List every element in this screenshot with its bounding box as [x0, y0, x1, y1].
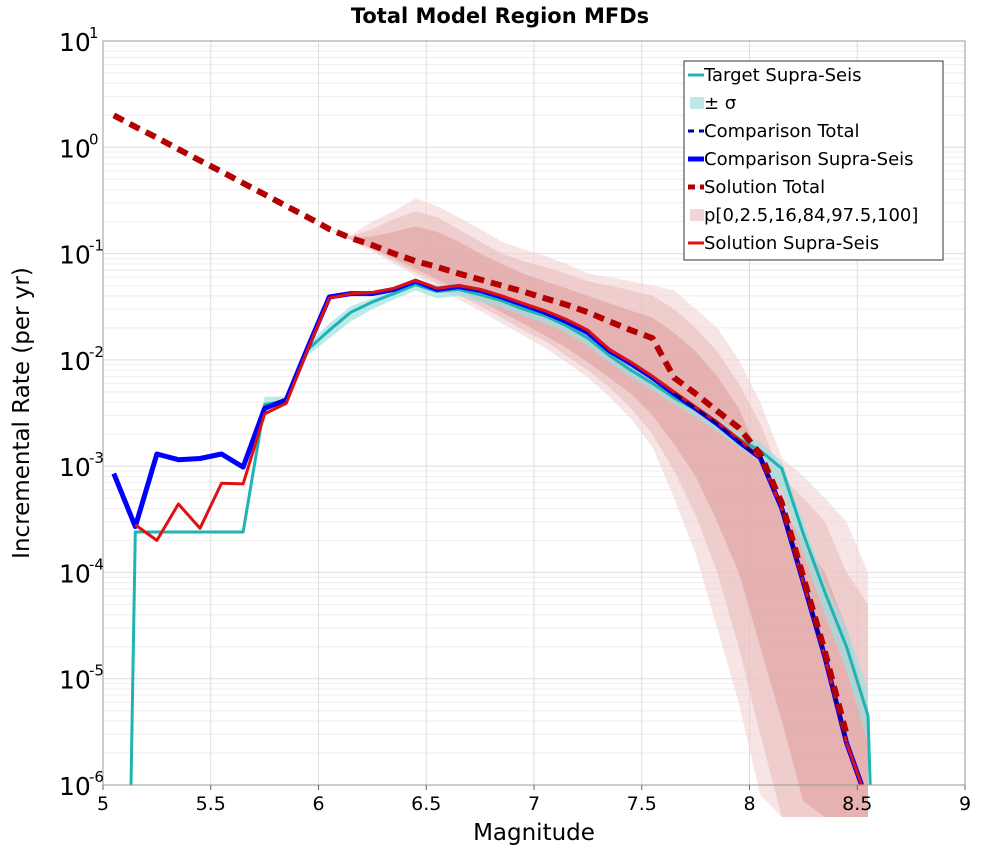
legend-label: Solution Supra-Seis — [704, 233, 879, 254]
legend-label: p[0,2.5,16,84,97.5,100] — [704, 205, 918, 226]
legend-swatch — [690, 209, 704, 221]
x-axis-label: Magnitude — [473, 820, 595, 846]
x-tick-label: 6.5 — [411, 793, 441, 815]
y-tick-exponent: -6 — [89, 768, 104, 786]
comparison-total-line — [673, 392, 848, 744]
y-tick-label: 10 — [59, 28, 91, 57]
x-tick-label: 7 — [528, 793, 540, 815]
legend: Target Supra-Seis ± σ Comparison Total Comp… — [683, 60, 944, 261]
x-tick-label: 7.5 — [627, 793, 657, 815]
bands-layer — [113, 115, 869, 818]
x-tick-label: 8 — [743, 793, 755, 815]
y-tick-exponent: -1 — [89, 237, 104, 255]
y-tick-label: 10 — [59, 453, 91, 482]
y-tick-label: 10 — [59, 347, 91, 376]
x-ticks: 5 5.5 6 6.5 7 7.5 8 8.5 9 — [97, 785, 971, 815]
y-tick-exponent: 1 — [89, 24, 99, 42]
x-tick-label: 9 — [959, 793, 971, 815]
legend-label: Comparison Supra-Seis — [704, 149, 914, 170]
x-tick-label: 6 — [312, 793, 324, 815]
y-axis-label: Incremental Rate (per yr) — [9, 267, 35, 559]
x-tick-label: 5 — [97, 793, 109, 815]
legend-label: ± σ — [704, 93, 736, 114]
y-tick-exponent: -2 — [89, 343, 104, 361]
lines-layer — [111, 112, 872, 786]
y-tick-label: 10 — [59, 559, 91, 588]
y-tick-label: 10 — [59, 666, 91, 695]
solution-supra-seis-line — [134, 278, 864, 786]
solution-total-line — [112, 112, 850, 736]
band-solution-total-p-16-84- — [113, 115, 869, 818]
legend-label: Solution Total — [704, 177, 825, 198]
chart-title: Total Model Region MFDs — [351, 4, 649, 28]
legend-swatch — [690, 97, 704, 109]
y-tick-exponent: 0 — [89, 130, 99, 148]
legend-box — [683, 60, 944, 261]
y-tick-label: 10 — [59, 134, 91, 163]
legend-label: Comparison Total — [704, 121, 860, 142]
x-tick-label: 5.5 — [196, 793, 226, 815]
y-tick-label: 10 — [59, 772, 91, 801]
y-tick-exponent: -5 — [89, 662, 104, 680]
y-tick-exponent: -4 — [89, 555, 104, 573]
legend-label: Target Supra-Seis — [703, 65, 861, 86]
x-tick-label: 8.5 — [842, 793, 872, 815]
y-tick-exponent: -3 — [89, 449, 104, 467]
y-tick-label: 10 — [59, 241, 91, 270]
